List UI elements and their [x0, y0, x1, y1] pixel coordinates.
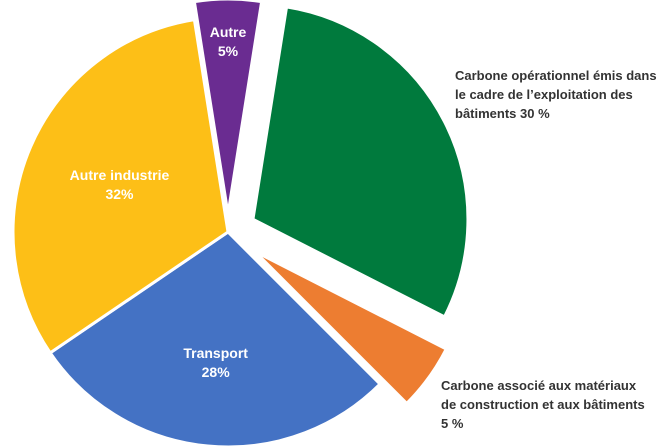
category-label: Carbone opérationnel émis dans le cadre … — [455, 68, 657, 121]
value-label: 5% — [217, 43, 239, 59]
slice-label: Carbone opérationnel émis dans le cadre … — [455, 66, 658, 123]
category-label: Autre — [209, 24, 247, 40]
category-label: Carbone associé aux matériaux de constru… — [441, 378, 645, 412]
value-label: 30 % — [520, 106, 550, 121]
value-label: 5 % — [441, 416, 464, 431]
pie-slice — [11, 17, 230, 355]
pie-slice — [251, 5, 470, 319]
pie-slice — [192, 0, 264, 215]
slice-label: Autre 5% — [210, 23, 247, 61]
slice-label: Autre industrie 32% — [70, 166, 170, 204]
value-label: 32% — [105, 186, 134, 203]
category-label: Transport — [183, 344, 248, 361]
category-label: Autre industrie — [69, 167, 170, 184]
pie-slice — [253, 250, 449, 406]
slice-label: Transport 28% — [183, 344, 248, 382]
value-label: 28% — [201, 363, 230, 380]
slice-label: Carbone associé aux matériaux de constru… — [441, 376, 651, 433]
